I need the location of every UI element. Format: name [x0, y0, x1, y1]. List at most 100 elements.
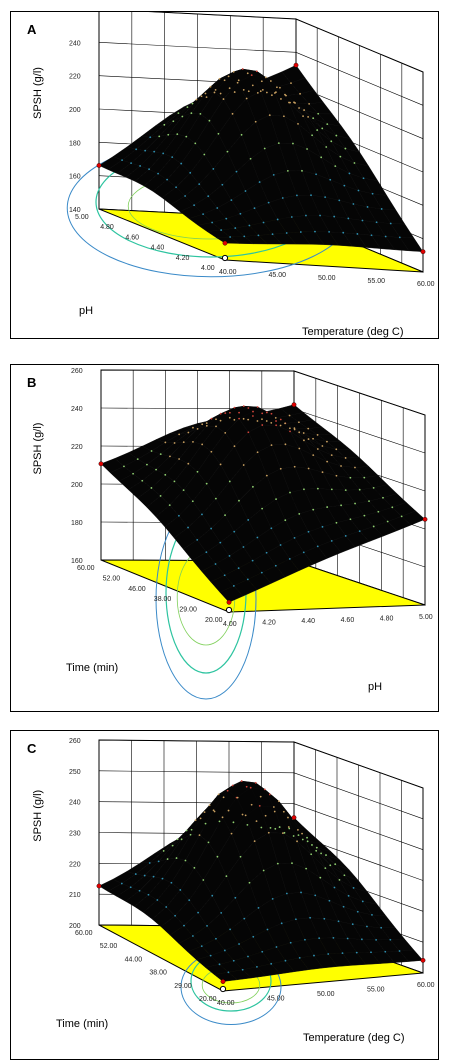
surface-dot [246, 824, 249, 826]
surface-dot [195, 98, 198, 101]
surface-dot [194, 819, 197, 822]
surface-dot [328, 230, 331, 233]
surface-dot [231, 112, 234, 115]
design-point [226, 599, 232, 605]
surface-dot [400, 515, 403, 518]
surface-dot [297, 829, 299, 831]
surface-dot [298, 513, 301, 515]
surface-dot [192, 426, 194, 429]
surface-dot [139, 165, 141, 167]
surface-dot [205, 96, 208, 99]
surface-dot [191, 935, 194, 937]
surface-dot [164, 441, 167, 444]
surface-dot [349, 476, 352, 479]
surface-dot [177, 514, 180, 517]
surface-dot [264, 76, 267, 79]
y-tick-label: 52.00 [103, 575, 121, 582]
y-tick-label: 5.00 [75, 214, 89, 221]
surface-dot [363, 514, 366, 517]
surface-dot [238, 499, 240, 502]
surface-dot [324, 196, 327, 199]
surface-dot [332, 937, 335, 939]
surface-dot [159, 453, 162, 456]
surface-dot [323, 917, 326, 920]
surface-dot [298, 107, 300, 109]
surface-dot [242, 405, 245, 408]
surface-dot [219, 541, 222, 544]
surface-dot [156, 899, 159, 901]
surface-dot [276, 86, 278, 89]
chart-panel-a: A 140 160 180 200 220 240 260 40.00 45.00 50.00 55.… [10, 11, 439, 339]
surface-dot [157, 172, 159, 175]
surface-dot [354, 502, 356, 505]
surface-dot [310, 853, 313, 856]
surface-dot [280, 98, 282, 100]
surface-dot [201, 423, 204, 426]
surface-dot [162, 152, 165, 155]
surface-dot [243, 235, 246, 238]
surface-dot [147, 893, 150, 896]
surface-dot [275, 424, 278, 427]
surface-dot [312, 437, 314, 440]
surface-dot [375, 221, 378, 224]
surface-dot [288, 558, 291, 560]
surface-dot [219, 412, 222, 415]
surface-dot [317, 112, 320, 115]
surface-dot [339, 155, 342, 158]
surface-dot [341, 952, 344, 955]
surface-dot [265, 411, 268, 414]
surface-dot [228, 416, 231, 419]
surface-dot [181, 115, 184, 118]
surface-dot [321, 471, 324, 474]
surface-dot [210, 527, 213, 530]
x-tick-label: 50.00 [317, 991, 335, 998]
surface-dot [270, 527, 273, 530]
z-tick-label: 200 [71, 482, 83, 489]
z-tick-label: 140 [69, 207, 81, 214]
surface-dot [152, 875, 155, 878]
surface-dot [135, 148, 138, 151]
surface-dot [187, 526, 189, 529]
surface-dot [315, 849, 318, 852]
z-tick-label: 240 [69, 800, 81, 807]
surface-dot [371, 913, 373, 916]
surface-dot [218, 820, 221, 823]
surface-dot [298, 447, 301, 450]
surface-dot [356, 910, 359, 913]
surface-dot [291, 862, 293, 865]
surface-dot [293, 427, 296, 430]
surface-dot [271, 233, 274, 236]
surface-dot [204, 822, 207, 825]
surface-dot [204, 92, 207, 95]
surface-plot-a: A 140 160 180 200 220 240 260 40.00 45.00 50.00 55.… [27, 12, 435, 338]
surface-dot [248, 881, 251, 884]
x-tick-label: 60.00 [417, 281, 435, 288]
surface-dot [210, 417, 213, 420]
surface-dot [321, 127, 324, 130]
surface-dot [191, 102, 194, 105]
surface-dot [275, 420, 277, 422]
surface-dot [227, 75, 230, 78]
surface-dot [288, 427, 291, 430]
surface-plot-c: C 200 210 220 230 240 250 260 40.00 45.00 50.00 55.… [27, 738, 435, 1044]
surface-dot [234, 227, 237, 229]
surface-dot [306, 836, 308, 839]
surface-dot [380, 926, 383, 929]
surface-dot [301, 832, 303, 835]
surface-dot [153, 150, 156, 153]
surface-dot [260, 571, 263, 574]
surface-dot [193, 204, 196, 207]
surface-dot [290, 82, 292, 85]
surface-dot [228, 480, 231, 483]
surface-dot [302, 551, 305, 554]
surface-dot [342, 231, 345, 234]
surface-dot [325, 854, 327, 856]
surface-dot [217, 132, 220, 135]
surface-dot [232, 959, 235, 962]
y-tick-label: 20.00 [199, 996, 217, 1003]
surface-dot [366, 925, 368, 928]
surface-dot [260, 826, 263, 829]
surface-dot [259, 90, 262, 93]
z-tick-label: 230 [69, 831, 81, 838]
surface-dot [155, 468, 157, 471]
